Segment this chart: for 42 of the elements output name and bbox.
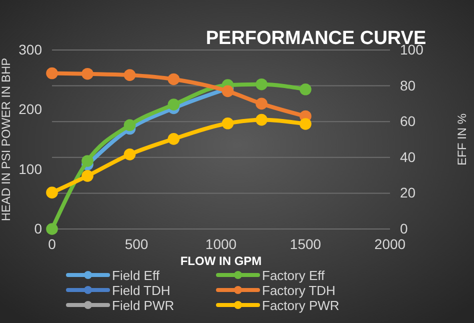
point <box>82 155 94 167</box>
legend-label: Field PWR <box>112 298 174 313</box>
legend-label: Field TDH <box>112 283 170 298</box>
y-tick-label: 0 <box>34 220 42 236</box>
y-axis-title: HEAD IN PSI POWER IN BHP <box>0 58 13 222</box>
point <box>82 170 94 182</box>
point <box>300 118 312 130</box>
x-tick-label: 0 <box>48 236 56 252</box>
point <box>46 186 58 199</box>
y-tick-label: 200 <box>18 101 42 118</box>
point <box>124 69 136 81</box>
y2-tick-label: 60 <box>400 113 416 130</box>
point <box>222 117 234 130</box>
x-tick-label: 1000 <box>205 236 237 252</box>
x-tick-label: 1500 <box>290 236 322 252</box>
legend-label: Factory PWR <box>262 298 340 313</box>
point <box>256 114 268 126</box>
point <box>124 119 136 132</box>
point <box>168 73 180 86</box>
point <box>168 133 180 145</box>
legend-label: Field Eff <box>112 268 160 283</box>
point <box>46 223 58 235</box>
point <box>168 98 180 110</box>
legend-label: Factory Eff <box>262 268 325 283</box>
point <box>82 68 94 80</box>
x-tick-label: 500 <box>124 236 148 252</box>
point <box>46 67 58 80</box>
y2-tick-label: 20 <box>400 184 416 201</box>
y2-axis-title: EFF IN % <box>455 113 469 166</box>
y2-tick-label: 80 <box>400 77 416 94</box>
x-axis-title: FLOW IN GPM <box>180 254 262 268</box>
y-tick-label: 100 <box>18 160 42 177</box>
point <box>300 83 312 96</box>
y2-tick-label: 0 <box>400 220 408 236</box>
point <box>256 98 268 110</box>
point <box>222 85 234 98</box>
point <box>124 148 136 160</box>
legend-label: Factory TDH <box>262 283 336 298</box>
y2-tick-label: 40 <box>400 148 416 165</box>
y-tick-label: 300 <box>18 41 42 58</box>
point <box>256 78 268 90</box>
x-tick-label: 2000 <box>374 236 406 252</box>
